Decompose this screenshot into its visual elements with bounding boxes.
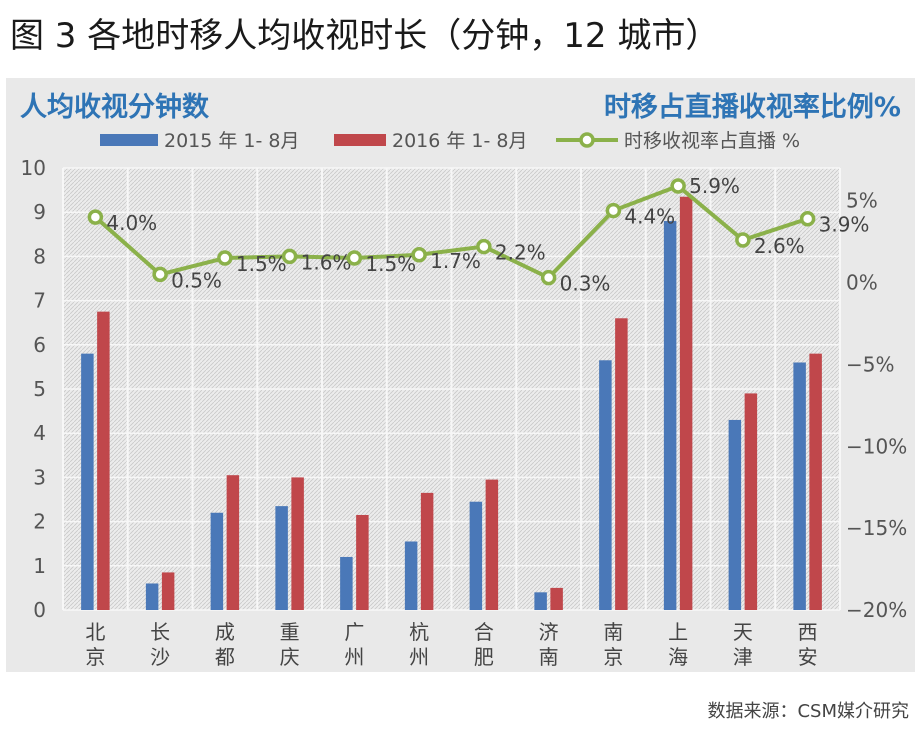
source-note: 数据来源：CSM媒介研究 bbox=[707, 701, 909, 722]
line-data-label: 4.0% bbox=[106, 211, 157, 235]
bar-2015-9 bbox=[663, 221, 677, 611]
bar-2016-7 bbox=[550, 587, 563, 610]
left-tick-label: 1 bbox=[33, 554, 46, 578]
bar-2015-5 bbox=[404, 541, 418, 610]
legend-swatch-1 bbox=[334, 134, 386, 146]
category-label: 重庆 bbox=[280, 620, 300, 669]
line-marker-1 bbox=[152, 266, 168, 283]
line-path bbox=[94, 184, 809, 280]
line-series: 4.0% 0.5% 1.5% 1.6% 1.5% 1.7% 2.2% 0.3% 4.4% 5.9%… bbox=[87, 174, 870, 296]
left-tick-label: 10 bbox=[21, 156, 46, 180]
line-marker-10 bbox=[735, 232, 751, 248]
line-marker-8 bbox=[605, 202, 622, 219]
line-marker-4 bbox=[346, 250, 363, 266]
bar-2015-11 bbox=[793, 362, 806, 610]
legend: 2015 年 1- 8月 2016 年 1- 8月 时移收视率占直播 % bbox=[100, 130, 800, 152]
bar-2016-11 bbox=[809, 353, 822, 610]
bar-2015-7 bbox=[534, 592, 547, 610]
left-tick-label: 4 bbox=[33, 421, 46, 445]
bar-2016-8 bbox=[615, 318, 628, 610]
line-marker-3 bbox=[281, 248, 298, 265]
left-tick-label: 8 bbox=[33, 244, 46, 268]
line-marker-5 bbox=[411, 247, 427, 263]
left-tick-label: 9 bbox=[33, 200, 46, 224]
right-tick-label: −20% bbox=[846, 598, 907, 622]
bars bbox=[81, 196, 822, 611]
bar-2015-3 bbox=[275, 506, 288, 610]
chart-title-right: 时移占直播收视率比例% bbox=[604, 91, 901, 123]
category-label: 南京 bbox=[603, 620, 623, 669]
right-tick-label: 0% bbox=[846, 271, 878, 295]
category-label: 广州 bbox=[344, 620, 364, 669]
legend-label-2: 时移收视率占直播 % bbox=[624, 130, 800, 152]
line-marker-2 bbox=[217, 250, 233, 266]
legend-swatch-0 bbox=[100, 134, 158, 146]
left-tick-label: 0 bbox=[33, 598, 46, 622]
bar-2015-1 bbox=[145, 583, 159, 610]
chart: 人均收视分钟数 时移占直播收视率比例% 2015 年 1- 8月 2016 年 1… bbox=[20, 91, 907, 669]
line-marker-7 bbox=[540, 269, 557, 286]
category-label: 天津 bbox=[733, 620, 753, 669]
bar-2016-2 bbox=[226, 475, 240, 610]
left-tick-label: 5 bbox=[33, 377, 46, 401]
right-tick-label: −10% bbox=[846, 434, 907, 458]
category-label: 上海 bbox=[668, 620, 688, 669]
line-data-label: 0.3% bbox=[560, 272, 611, 296]
left-axis: 0 1 2 3 4 5 6 7 8 9 10 bbox=[21, 156, 46, 622]
category-label: 长沙 bbox=[150, 620, 170, 669]
category-label: 北京 bbox=[85, 620, 105, 669]
right-axis: 5% 0% −5% −10% −15% −20% bbox=[846, 189, 907, 622]
left-tick-label: 7 bbox=[33, 289, 46, 313]
bar-2015-0 bbox=[81, 353, 94, 610]
category-label: 西安 bbox=[798, 620, 818, 669]
category-label: 杭州 bbox=[409, 620, 429, 669]
gridlines bbox=[62, 167, 841, 611]
bar-2016-0 bbox=[97, 311, 110, 610]
right-tick-label: 5% bbox=[846, 189, 878, 213]
left-tick-label: 2 bbox=[33, 510, 46, 534]
line-marker-9 bbox=[670, 178, 686, 194]
bar-2016-4 bbox=[356, 514, 369, 610]
line-data-label: 2.2% bbox=[495, 241, 546, 265]
left-tick-label: 3 bbox=[33, 465, 46, 489]
category-label: 合肥 bbox=[474, 620, 494, 669]
line-data-label: 1.5% bbox=[365, 252, 416, 276]
chart-panel: 人均收视分钟数 时移占直播收视率比例% 2015 年 1- 8月 2016 年 1… bbox=[6, 78, 915, 672]
figure-title: 图 3 各地时移人均收视时长（分钟，12 城市） bbox=[10, 16, 720, 56]
chart-title-left: 人均收视分钟数 bbox=[20, 92, 210, 123]
line-marker-0 bbox=[87, 209, 104, 225]
bar-2016-5 bbox=[420, 492, 434, 610]
bar-2016-9 bbox=[679, 196, 693, 610]
line-data-label: 5.9% bbox=[689, 174, 740, 198]
line-marker-6 bbox=[476, 238, 492, 255]
right-tick-label: −5% bbox=[846, 352, 895, 376]
category-label: 济南 bbox=[539, 620, 559, 669]
line-data-label: 3.9% bbox=[819, 213, 870, 237]
line-marker-11 bbox=[799, 210, 816, 227]
legend-label-1: 2016 年 1- 8月 bbox=[392, 130, 528, 152]
line-data-label: 2.6% bbox=[754, 234, 805, 258]
bar-2015-4 bbox=[340, 556, 353, 610]
bar-2015-8 bbox=[599, 360, 612, 610]
line-data-label: 0.5% bbox=[171, 268, 222, 292]
line-data-label: 4.4% bbox=[624, 205, 675, 229]
legend-label-0: 2015 年 1- 8月 bbox=[164, 130, 300, 152]
bar-2016-10 bbox=[744, 393, 758, 610]
bar-2015-6 bbox=[469, 501, 483, 610]
category-label: 成都 bbox=[215, 620, 235, 669]
bar-2016-1 bbox=[161, 572, 175, 610]
bar-2016-3 bbox=[291, 477, 304, 610]
line-data-label: 1.6% bbox=[301, 250, 352, 274]
left-tick-label: 6 bbox=[33, 333, 46, 357]
line-data-label: 1.7% bbox=[430, 249, 481, 273]
bar-2015-10 bbox=[728, 419, 742, 610]
legend-swatch-marker bbox=[579, 132, 595, 148]
bar-2016-6 bbox=[485, 479, 499, 610]
bar-2015-2 bbox=[210, 512, 224, 610]
line-data-label: 1.5% bbox=[236, 252, 287, 276]
right-tick-label: −15% bbox=[846, 516, 907, 540]
